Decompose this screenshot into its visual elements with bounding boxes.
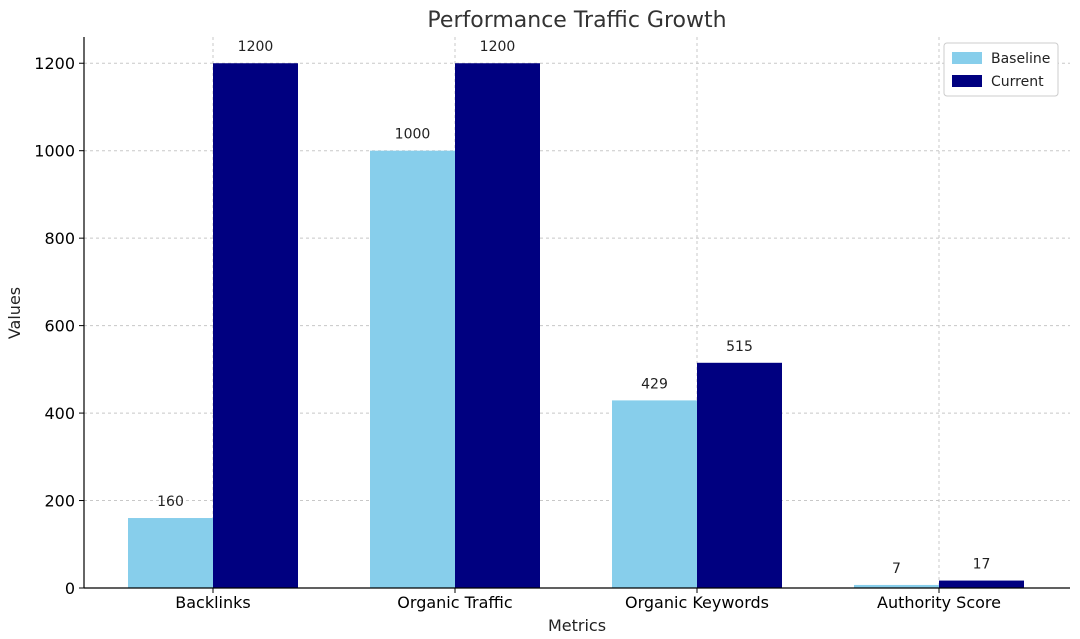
bar-current-backlinks <box>213 63 298 588</box>
legend-label: Baseline <box>991 51 1050 67</box>
x-tick-label: Organic Keywords <box>625 593 769 612</box>
bar-baseline-backlinks <box>128 518 213 588</box>
data-label: 1200 <box>480 39 516 55</box>
x-tick-label: Authority Score <box>877 593 1001 612</box>
data-label: 160 <box>157 494 184 510</box>
x-tick-label: Organic Traffic <box>397 593 512 612</box>
y-tick-label: 200 <box>44 492 75 511</box>
y-tick-label: 1000 <box>34 142 75 161</box>
bar-baseline-authority-score <box>854 584 939 588</box>
y-tick-label: 0 <box>65 579 75 598</box>
data-labels: 160 1000 429 7 1200 1200 515 17 <box>157 39 990 577</box>
x-axis-title: Metrics <box>548 616 606 635</box>
data-label: 1200 <box>238 39 274 55</box>
y-tick-label: 800 <box>44 229 75 248</box>
data-label: 429 <box>641 376 668 392</box>
legend-swatch <box>952 52 982 64</box>
y-tick-label: 400 <box>44 404 75 423</box>
chart-title: Performance Traffic Growth <box>427 8 726 33</box>
x-tick-label: Backlinks <box>175 593 250 612</box>
data-label: 7 <box>892 561 901 577</box>
data-label: 515 <box>726 339 753 355</box>
data-label: 1000 <box>395 127 431 143</box>
bar-baseline-organic-traffic <box>370 150 455 588</box>
y-axis-title: Values <box>5 287 24 339</box>
legend-swatch <box>952 75 982 87</box>
y-tick-label: 600 <box>44 317 75 336</box>
axes: 0 200 400 600 800 1000 1200 Backlinks Organic Tr… <box>34 37 1070 612</box>
bar-current-organic-keywords <box>697 362 782 588</box>
bar-current-organic-traffic <box>455 63 540 588</box>
bar-current-authority-score <box>939 580 1024 588</box>
data-label: 17 <box>973 557 991 573</box>
bars <box>128 63 1024 588</box>
legend: Baseline Current <box>943 42 1059 97</box>
bar-baseline-organic-keywords <box>612 400 697 588</box>
legend-label: Current <box>991 74 1044 90</box>
y-tick-label: 1200 <box>34 54 75 73</box>
